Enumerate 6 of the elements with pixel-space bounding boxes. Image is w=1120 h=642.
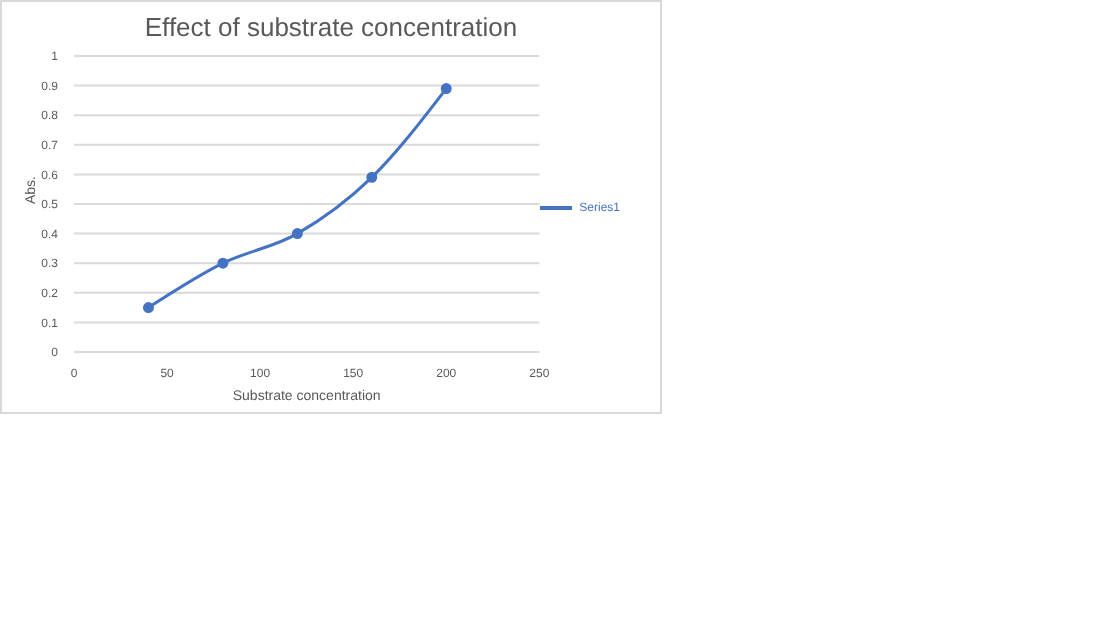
point <box>366 171 378 183</box>
point <box>291 228 303 240</box>
point <box>440 83 452 95</box>
chart-title: Effect of substrate concentration <box>142 12 520 42</box>
point <box>217 257 229 269</box>
point <box>142 302 154 314</box>
